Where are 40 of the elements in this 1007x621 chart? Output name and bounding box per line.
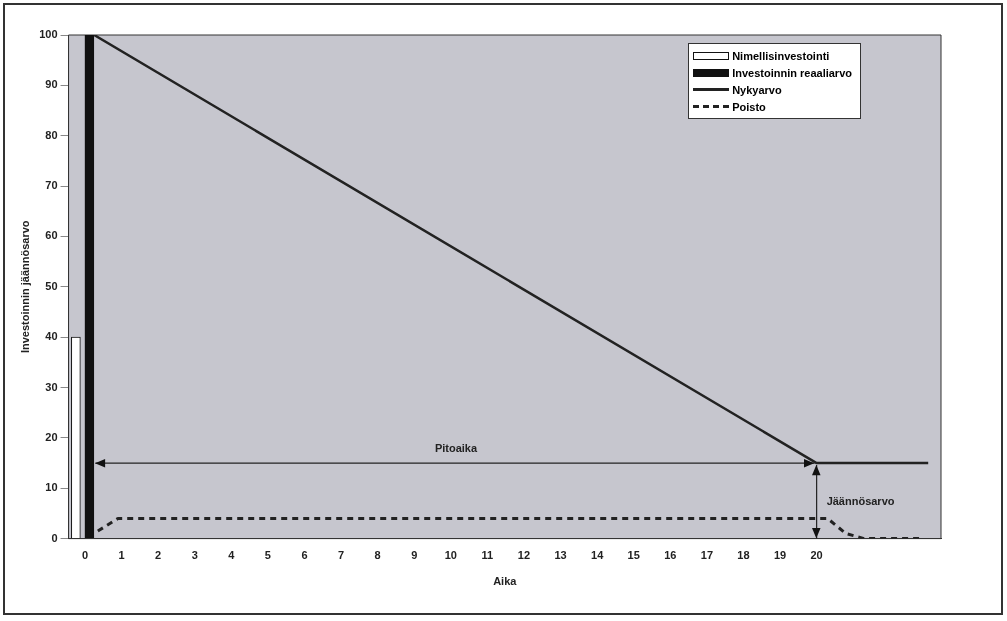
x-tick-label: 9 bbox=[411, 549, 418, 562]
x-tick-label: 11 bbox=[481, 549, 494, 562]
x-tick-label: 15 bbox=[627, 549, 640, 562]
x-tick-label: 16 bbox=[664, 549, 677, 562]
y-tick-label: 0 bbox=[51, 531, 58, 544]
y-tick-label: 100 bbox=[39, 28, 58, 41]
x-tick-label: 20 bbox=[810, 549, 823, 562]
x-tick-label: 6 bbox=[301, 549, 308, 562]
x-tick-label: 7 bbox=[338, 549, 345, 562]
y-tick-label: 80 bbox=[45, 128, 58, 141]
legend-label: Nimellisinvestointi bbox=[732, 49, 830, 62]
x-tick-label: 18 bbox=[737, 549, 750, 562]
ref-line-label: Pitoaika bbox=[434, 442, 478, 455]
legend-label: Investoinnin reaaliarvo bbox=[732, 66, 852, 79]
x-tick-label: 3 bbox=[191, 549, 198, 562]
x-tick-label: 12 bbox=[517, 549, 531, 562]
x-tick-label: 0 bbox=[81, 549, 89, 562]
y-tick-label: 50 bbox=[45, 279, 58, 292]
legend-label: Nykyarvo bbox=[732, 83, 782, 96]
legend-label: Poisto bbox=[732, 100, 766, 113]
y-tick-label: 60 bbox=[45, 229, 58, 242]
y-tick-label: 70 bbox=[45, 179, 58, 192]
y-tick-label: 30 bbox=[45, 380, 58, 393]
x-tick-label: 1 bbox=[118, 549, 125, 562]
x-tick-label: 17 bbox=[700, 549, 714, 562]
x-tick-label: 19 bbox=[773, 549, 787, 562]
y-tick-label: 20 bbox=[45, 430, 58, 443]
x-tick-label: 14 bbox=[591, 549, 605, 562]
x-tick-label: 13 bbox=[554, 549, 567, 562]
x-axis-title: Aika bbox=[493, 575, 518, 588]
y-tick-label: 10 bbox=[45, 481, 58, 494]
x-tick-label: 5 bbox=[264, 549, 271, 562]
y-tick-label: 90 bbox=[45, 78, 58, 91]
y-axis-title: Investoinnin jäännösarvo bbox=[18, 220, 31, 354]
y-tick-label: 40 bbox=[45, 330, 58, 343]
x-tick-label: 8 bbox=[374, 549, 381, 562]
ref-line-label: Jäännösarvo bbox=[826, 494, 895, 507]
x-tick-label: 10 bbox=[444, 549, 457, 562]
x-tick-label: 2 bbox=[155, 549, 162, 562]
x-tick-label: 4 bbox=[228, 549, 236, 562]
